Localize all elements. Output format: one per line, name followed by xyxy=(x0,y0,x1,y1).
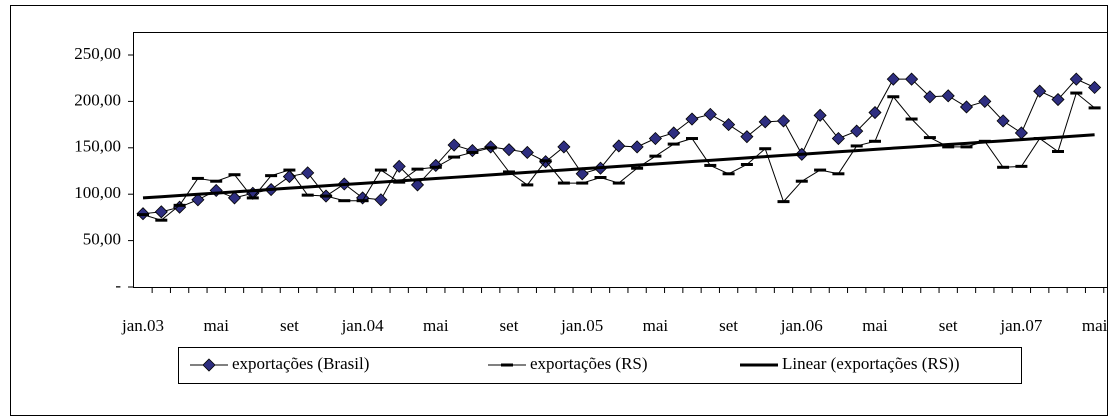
x-tick-label: jan.07 xyxy=(999,316,1043,335)
point xyxy=(685,112,699,126)
point xyxy=(703,107,717,121)
x-tick-label: set xyxy=(939,316,958,335)
x-tick-label: set xyxy=(280,316,299,335)
point xyxy=(850,124,864,138)
point xyxy=(502,143,516,157)
point xyxy=(923,90,937,104)
point xyxy=(813,108,827,122)
point xyxy=(447,138,461,152)
point xyxy=(612,139,626,153)
x-tick-label: mai xyxy=(643,316,669,335)
point xyxy=(227,191,242,205)
x-tick-label: mai xyxy=(1082,316,1108,335)
point xyxy=(959,100,974,114)
point xyxy=(191,193,205,207)
point xyxy=(374,193,388,207)
point xyxy=(996,114,1010,128)
legend-label: exportações (Brasil) xyxy=(232,354,369,373)
x-tick-label: jan.04 xyxy=(341,316,385,335)
x-tick-label: mai xyxy=(423,316,449,335)
point xyxy=(1088,80,1102,95)
x-tick-label: jan.06 xyxy=(780,316,823,335)
x-tick-label: jan.05 xyxy=(560,316,603,335)
point xyxy=(648,131,662,146)
point xyxy=(1033,84,1047,98)
y-tick-label: 150,00 xyxy=(74,137,121,156)
point xyxy=(575,167,589,181)
x-tick-label: mai xyxy=(862,316,888,335)
point xyxy=(557,140,571,154)
legend-marker xyxy=(202,358,216,372)
legend-label: exportações (RS) xyxy=(530,354,648,373)
y-tick-label: 200,00 xyxy=(74,90,121,109)
point xyxy=(776,114,791,128)
legend-label: Linear (exportações (RS)) xyxy=(782,354,959,373)
point xyxy=(392,159,406,173)
point xyxy=(941,89,955,103)
point xyxy=(520,145,534,160)
point xyxy=(831,131,845,146)
point xyxy=(630,140,644,154)
point xyxy=(1051,92,1065,107)
point xyxy=(978,94,992,108)
x-tick-label: set xyxy=(500,316,519,335)
y-tick-label: - xyxy=(115,276,121,295)
point xyxy=(154,205,168,219)
point xyxy=(886,72,900,86)
series-line xyxy=(142,133,1095,200)
point xyxy=(758,115,772,129)
point xyxy=(868,105,882,120)
x-tick-label: mai xyxy=(203,316,229,335)
point xyxy=(301,166,315,180)
y-tick-label: 250,00 xyxy=(74,44,121,63)
point xyxy=(740,130,754,144)
point xyxy=(1069,72,1083,86)
x-tick-label: set xyxy=(719,316,738,335)
x-tick-label: jan.03 xyxy=(121,316,164,335)
legend-box xyxy=(178,347,1022,384)
y-tick-label: 100,00 xyxy=(74,183,121,202)
y-tick-label: 50,00 xyxy=(83,230,121,249)
point xyxy=(722,118,736,132)
point xyxy=(905,72,919,86)
plot-border xyxy=(133,32,1108,288)
point xyxy=(667,126,681,140)
point xyxy=(410,178,425,192)
